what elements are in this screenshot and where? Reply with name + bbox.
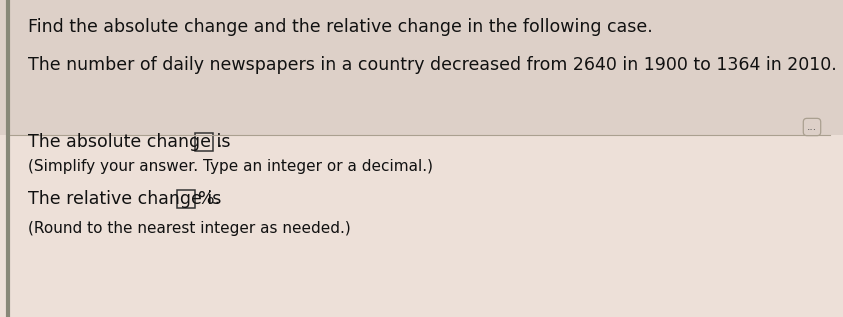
- Bar: [0, 0, 843, 135]
- Text: The absolute change is: The absolute change is: [28, 133, 236, 151]
- Text: Find the absolute change and the relative change in the following case.: Find the absolute change and the relativ…: [28, 18, 652, 36]
- Text: ...: ...: [807, 122, 817, 132]
- Text: %.: %.: [198, 190, 220, 208]
- Text: .: .: [216, 133, 222, 151]
- Bar: [177, 190, 195, 208]
- Text: (Round to the nearest integer as needed.): (Round to the nearest integer as needed.…: [28, 222, 351, 236]
- Bar: [195, 133, 213, 151]
- Text: The number of daily newspapers in a country decreased from 2640 in 1900 to 1364 : The number of daily newspapers in a coun…: [28, 56, 837, 74]
- Text: (Simplify your answer. Type an integer or a decimal.): (Simplify your answer. Type an integer o…: [28, 159, 433, 174]
- Text: The relative change is: The relative change is: [28, 190, 227, 208]
